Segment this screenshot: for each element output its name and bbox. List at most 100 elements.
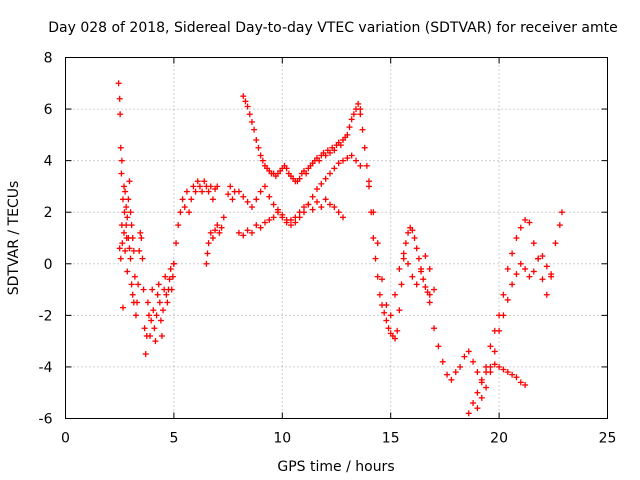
y-tick-label: -6 <box>39 412 53 428</box>
y-tick-label: 2 <box>44 205 53 221</box>
data-point <box>413 245 420 252</box>
data-point <box>509 371 516 378</box>
data-point <box>168 286 175 293</box>
x-tick-label: 20 <box>490 431 508 447</box>
data-point <box>509 250 516 257</box>
data-point <box>435 343 442 350</box>
data-point <box>522 265 529 272</box>
data-point <box>248 204 255 211</box>
data-point <box>526 219 533 226</box>
data-point <box>357 106 364 113</box>
data-point <box>167 265 174 272</box>
data-point <box>439 358 446 365</box>
data-point <box>348 152 355 159</box>
y-tick-label: 4 <box>44 154 53 170</box>
data-point <box>418 268 425 275</box>
x-tick-label: 25 <box>599 431 617 447</box>
data-point <box>244 198 251 205</box>
data-point <box>227 183 234 190</box>
data-point <box>186 209 193 216</box>
data-point <box>149 286 156 293</box>
data-point <box>148 317 155 324</box>
data-point <box>500 366 507 373</box>
data-point <box>530 268 537 275</box>
data-point <box>344 131 351 138</box>
data-point <box>175 222 182 229</box>
data-point <box>140 286 147 293</box>
data-point <box>207 229 214 236</box>
data-point <box>216 229 223 236</box>
data-point <box>130 247 137 254</box>
data-point <box>266 193 273 200</box>
data-point <box>448 376 455 383</box>
data-point <box>313 198 320 205</box>
data-point <box>117 111 124 118</box>
data-point <box>152 338 159 345</box>
data-point <box>504 369 511 376</box>
data-point <box>474 389 481 396</box>
data-point <box>207 183 214 190</box>
data-point <box>229 196 236 203</box>
data-point <box>374 240 381 247</box>
data-point <box>355 100 362 107</box>
series-8h-13h-trace-c <box>235 152 364 229</box>
data-point <box>363 162 370 169</box>
data-point <box>504 296 511 303</box>
data-point <box>119 240 126 247</box>
data-point <box>145 312 152 319</box>
data-point <box>129 235 136 241</box>
data-point <box>517 379 524 386</box>
data-point <box>331 204 338 211</box>
data-point <box>357 162 364 169</box>
data-point <box>244 103 251 110</box>
data-point <box>212 227 219 234</box>
data-point <box>246 111 253 118</box>
data-point <box>552 240 559 247</box>
data-point <box>115 80 122 87</box>
data-point <box>305 201 312 208</box>
data-point <box>379 276 386 283</box>
y-tick-labels: -6 -4 -2 0 2 4 6 8 <box>39 51 53 428</box>
x-tick-label: 5 <box>169 431 178 447</box>
data-point <box>300 209 307 216</box>
data-point <box>240 93 247 100</box>
plot-frame <box>65 57 608 419</box>
data-point <box>303 170 310 177</box>
y-tick-label: 0 <box>44 257 53 273</box>
data-point <box>147 332 154 339</box>
data-point <box>426 265 433 272</box>
data-point <box>405 260 412 267</box>
data-point <box>346 124 353 131</box>
data-point <box>496 363 503 370</box>
data-point <box>124 214 131 221</box>
data-point <box>134 299 141 306</box>
data-point <box>170 260 177 267</box>
data-point <box>431 286 438 293</box>
data-point <box>396 307 403 314</box>
data-point <box>387 312 394 319</box>
data-point <box>253 222 260 229</box>
data-point <box>142 351 149 358</box>
data-point <box>131 273 138 280</box>
data-point <box>318 180 325 187</box>
data-point <box>376 291 383 298</box>
data-point <box>126 245 133 252</box>
data-point <box>261 219 268 226</box>
data-point <box>204 250 211 257</box>
data-point <box>209 235 216 241</box>
data-point <box>366 183 373 190</box>
data-point <box>162 273 169 280</box>
data-point <box>465 410 472 417</box>
data-point <box>394 327 401 334</box>
data-point <box>259 157 266 164</box>
data-point <box>491 348 498 355</box>
data-point <box>116 95 123 102</box>
x-tick-labels: 0 5 10 15 20 25 <box>61 431 616 447</box>
data-point <box>154 291 161 298</box>
y-tick-label: 8 <box>44 51 53 67</box>
data-point <box>361 144 368 151</box>
series-8h-13h-trace-a <box>240 93 364 185</box>
data-point <box>420 276 427 283</box>
data-point <box>279 211 286 218</box>
